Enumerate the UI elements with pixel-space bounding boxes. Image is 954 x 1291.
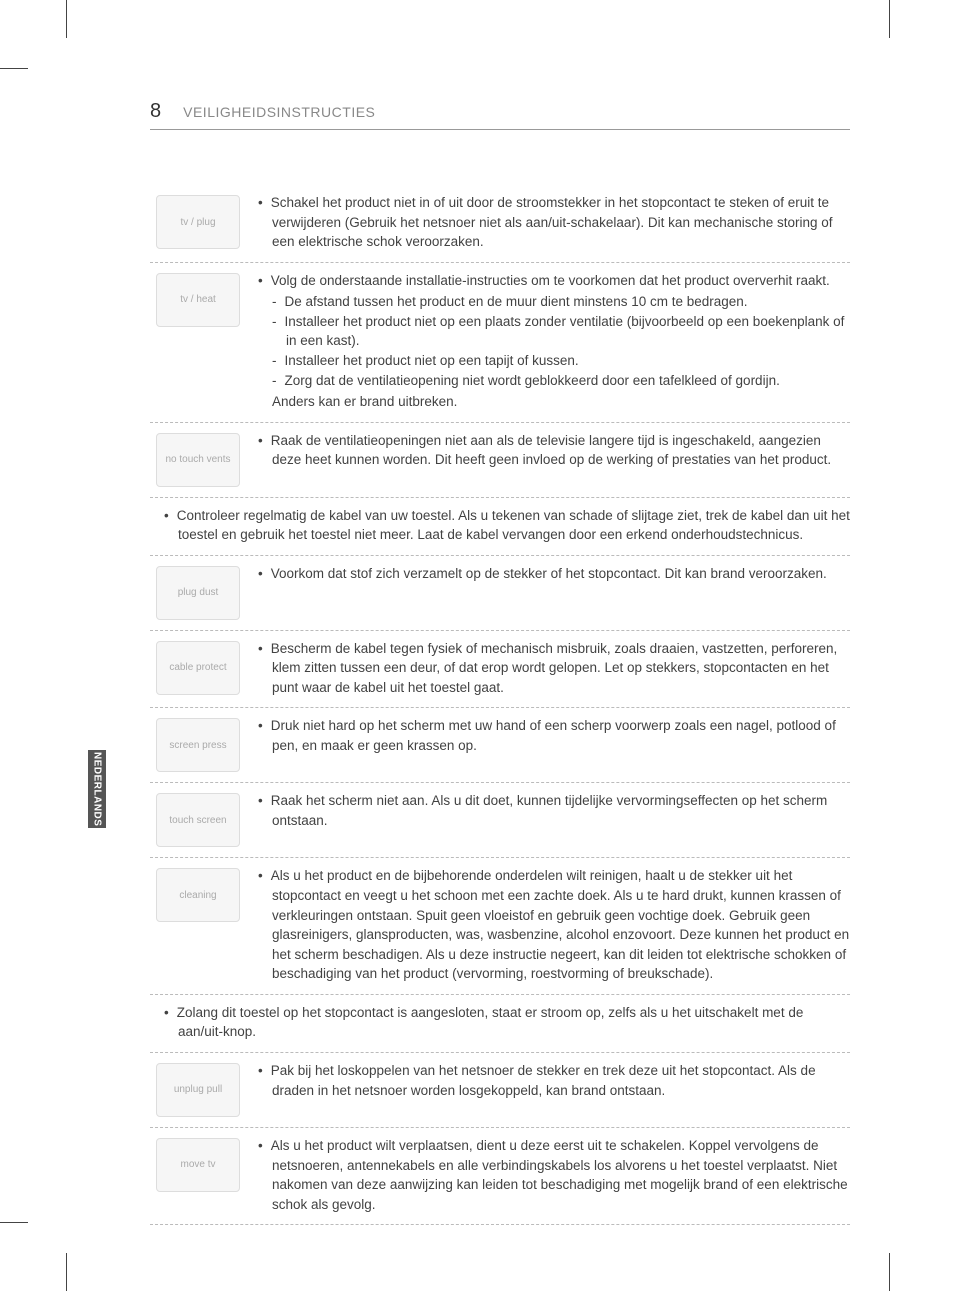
instruction-text: Voorkom dat stof zich verzamelt op de st… (258, 564, 850, 584)
page-number: 8 (150, 100, 161, 123)
instruction-icon: move tv (156, 1138, 240, 1192)
instruction-row: screen press Druk niet hard op het scherm… (150, 708, 850, 783)
instruction-text: Controleer regelmatig de kabel van uw to… (164, 506, 850, 545)
instruction-text-cell: Raak het scherm niet aan. Als u dit doet… (250, 791, 850, 847)
page-header: 8 VEILIGHEIDSINSTRUCTIES (150, 100, 850, 130)
instruction-row: cable protect Bescherm de kabel tegen fys… (150, 631, 850, 709)
crop-mark (0, 68, 28, 69)
instruction-icon-cell: plug dust (150, 564, 250, 620)
instruction-icon-cell: unplug pull (150, 1061, 250, 1117)
instruction-row: plug dust Voorkom dat stof zich verzamelt… (150, 556, 850, 631)
instruction-row: tv / plug Schakel het product niet in of … (150, 185, 850, 263)
instruction-text: Als u het product en de bijbehorende ond… (258, 866, 850, 983)
instruction-text-cell: Als u het product wilt verplaatsen, dien… (250, 1136, 850, 1214)
instruction-row: move tv Als u het product wilt verplaatse… (150, 1128, 850, 1225)
instruction-icon: tv / plug (156, 195, 240, 249)
language-tab: NEDERLANDS (88, 750, 106, 828)
instruction-row: cleaning Als u het product en de bijbehor… (150, 858, 850, 994)
crop-mark (0, 1222, 28, 1223)
instruction-row: tv / heat Volg de onderstaande installati… (150, 263, 850, 423)
instructions-list: tv / plug Schakel het product niet in of … (150, 185, 850, 1225)
instruction-icon-cell: screen press (150, 716, 250, 772)
page-content: 8 VEILIGHEIDSINSTRUCTIES tv / plug Schake… (150, 100, 850, 1225)
instruction-row: no touch vents Raak de ventilatieopeninge… (150, 423, 850, 498)
instruction-text-cell: Raak de ventilatieopeningen niet aan als… (250, 431, 850, 487)
instruction-text: Druk niet hard op het scherm met uw hand… (258, 716, 850, 755)
instruction-full-row: Zolang dit toestel op het stopcontact is… (150, 995, 850, 1053)
instruction-text-cell: Druk niet hard op het scherm met uw hand… (250, 716, 850, 772)
instruction-full-row: Controleer regelmatig de kabel van uw to… (150, 498, 850, 556)
instruction-icon: tv / heat (156, 273, 240, 327)
instruction-icon: unplug pull (156, 1063, 240, 1117)
crop-mark (889, 0, 890, 38)
instruction-icon-cell: cleaning (150, 866, 250, 983)
instruction-subtext: De afstand tussen het product en de muur… (272, 292, 850, 312)
instruction-row: unplug pull Pak bij het loskoppelen van h… (150, 1053, 850, 1128)
crop-mark (66, 1253, 67, 1291)
instruction-icon-cell: tv / heat (150, 271, 250, 412)
crop-mark (66, 0, 67, 38)
instruction-text-cell: Voorkom dat stof zich verzamelt op de st… (250, 564, 850, 620)
instruction-text-cell: Als u het product en de bijbehorende ond… (250, 866, 850, 983)
instruction-text: Bescherm de kabel tegen fysiek of mechan… (258, 639, 850, 698)
instruction-icon-cell: move tv (150, 1136, 250, 1214)
instruction-text-cell: Schakel het product niet in of uit door … (250, 193, 850, 252)
instruction-subtext: Zorg dat de ventilatieopening niet wordt… (272, 371, 850, 391)
instruction-text: Als u het product wilt verplaatsen, dien… (258, 1136, 850, 1214)
instruction-icon-cell: touch screen (150, 791, 250, 847)
instruction-text: Pak bij het loskoppelen van het netsnoer… (258, 1061, 850, 1100)
instruction-icon: no touch vents (156, 433, 240, 487)
instruction-icon: screen press (156, 718, 240, 772)
instruction-icon-cell: tv / plug (150, 193, 250, 252)
instruction-icon: touch screen (156, 793, 240, 847)
instruction-subtext: Installeer het product niet op een plaat… (272, 312, 850, 351)
instruction-icon: cleaning (156, 868, 240, 922)
instruction-text-cell: Pak bij het loskoppelen van het netsnoer… (250, 1061, 850, 1117)
instruction-text-cell: Volg de onderstaande installatie-instruc… (250, 271, 850, 412)
instruction-subtext: Installeer het product niet op een tapij… (272, 351, 850, 371)
instruction-text: Raak de ventilatieopeningen niet aan als… (258, 431, 850, 470)
instruction-icon-cell: no touch vents (150, 431, 250, 487)
section-title: VEILIGHEIDSINSTRUCTIES (183, 104, 375, 120)
instruction-row: touch screen Raak het scherm niet aan. Al… (150, 783, 850, 858)
instruction-icon: plug dust (156, 566, 240, 620)
instruction-text: Schakel het product niet in of uit door … (258, 193, 850, 252)
instruction-text: Raak het scherm niet aan. Als u dit doet… (258, 791, 850, 830)
instruction-text: Volg de onderstaande installatie-instruc… (258, 271, 850, 412)
instruction-text-cell: Bescherm de kabel tegen fysiek of mechan… (250, 639, 850, 698)
instruction-icon: cable protect (156, 641, 240, 695)
instruction-outro: Anders kan er brand uitbreken. (272, 392, 850, 412)
instruction-text: Zolang dit toestel op het stopcontact is… (164, 1003, 850, 1042)
instruction-icon-cell: cable protect (150, 639, 250, 698)
crop-mark (889, 1253, 890, 1291)
